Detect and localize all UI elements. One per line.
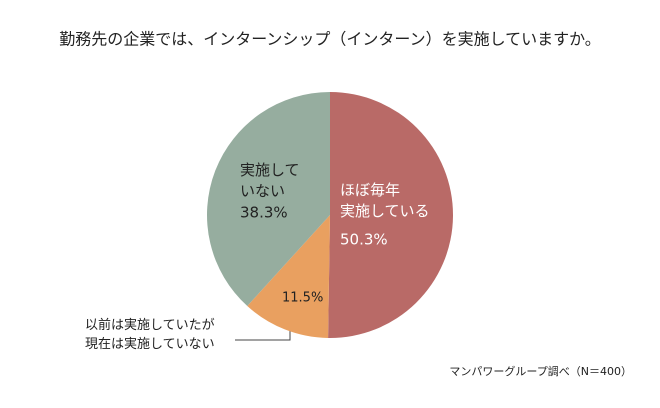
- chart-title: 勤務先の企業では、インターンシップ（インターン）を実施していますか。: [59, 30, 601, 49]
- pie-slice: [247, 215, 330, 338]
- value-label: 50.3%: [340, 231, 388, 249]
- slice-label: 以前は実施していたが現在は実施していない: [85, 317, 215, 352]
- slice-label: 実施していない: [240, 161, 300, 200]
- value-label: 38.3%: [240, 204, 288, 222]
- value-label: 11.5%: [282, 291, 323, 306]
- slice-label: ほぼ毎年実施している: [340, 181, 430, 220]
- pie-slice: [207, 92, 330, 307]
- source-note: マンパワーグループ調べ（N＝400）: [449, 364, 632, 378]
- pie-slice: [328, 92, 454, 339]
